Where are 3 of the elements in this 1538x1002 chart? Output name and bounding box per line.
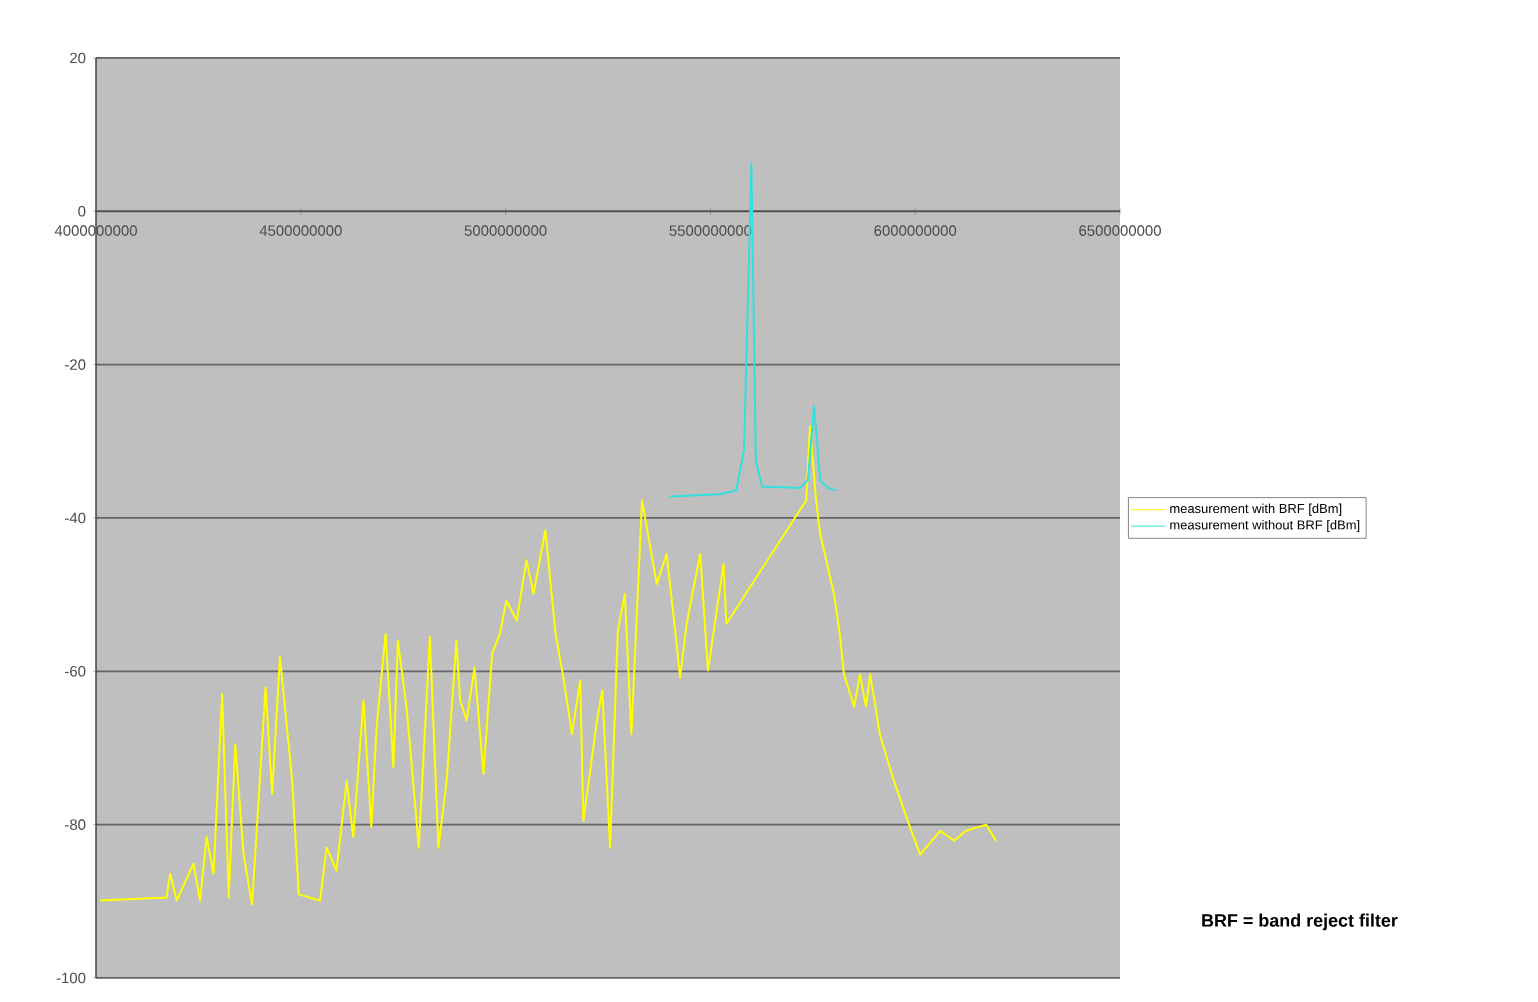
text: BRF = band reject filter: [1202, 913, 1398, 931]
line-series: [99, 424, 997, 906]
line-series: [668, 162, 838, 498]
